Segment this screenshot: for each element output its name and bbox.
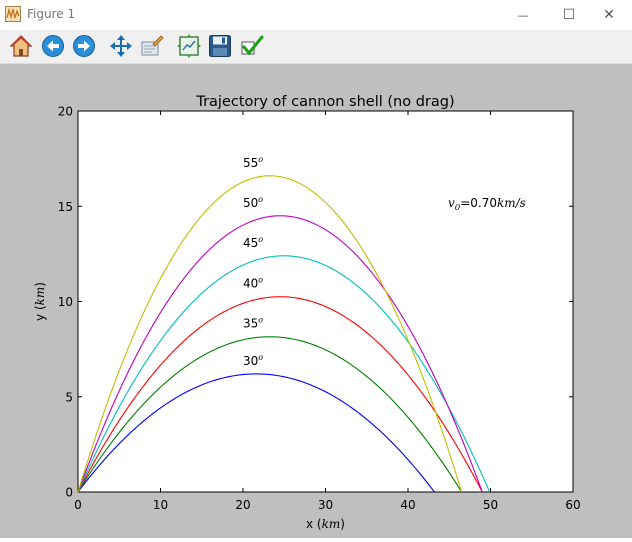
maximize-button[interactable]: ☐: [546, 0, 592, 30]
y-axis-label-text: y (: [33, 305, 47, 321]
minimize-icon: —: [517, 8, 529, 22]
velocity-annotation-eq: =0.70: [460, 196, 497, 210]
close-icon: ✕: [603, 7, 615, 23]
x-tick-label: 20: [235, 498, 250, 512]
subplots-configure-icon: [177, 34, 201, 58]
angle-label-45: 45o: [243, 235, 263, 250]
axes-background: [77, 110, 574, 493]
window-title: Figure 1: [27, 7, 76, 21]
angle-label-55: 55o: [243, 155, 263, 170]
pan-move-icon: [110, 35, 132, 57]
x-tick-label: 0: [74, 498, 82, 512]
velocity-annotation-sub: 0: [455, 203, 461, 213]
x-axis-label-close: ): [340, 517, 345, 531]
home-button[interactable]: [9, 34, 33, 58]
minimize-button[interactable]: —: [500, 0, 546, 30]
y-tick-label: 0: [65, 486, 73, 500]
matplotlib-app-icon: [5, 6, 21, 22]
back-arrow-icon: [42, 35, 64, 57]
velocity-annotation-unit: km/s: [497, 196, 526, 210]
y-tick-label: 15: [58, 200, 73, 214]
close-button[interactable]: ✕: [586, 0, 632, 30]
figure-canvas[interactable]: Trajectory of cannon shell (no drag) 0 10…: [0, 64, 632, 538]
back-button[interactable]: [41, 34, 65, 58]
trajectory-55-deg: [77, 175, 463, 493]
angle-label-50: 50o: [243, 195, 263, 210]
x-axis-label: x (km): [306, 517, 345, 531]
trajectory-40-deg: [77, 296, 483, 493]
forward-button[interactable]: [72, 34, 96, 58]
edit-checkmark-icon: [241, 35, 264, 56]
trajectory-plot[interactable]: Trajectory of cannon shell (no drag) 0 10…: [0, 64, 632, 538]
zoom-rectangle-icon: [141, 35, 164, 56]
trajectory-30-deg: [77, 373, 435, 493]
y-tick-label: 10: [58, 295, 73, 309]
x-tick-label: 60: [565, 498, 580, 512]
edit-axes-button[interactable]: [240, 34, 264, 58]
y-axis-label-close: ): [33, 282, 47, 287]
window-bottom-edge: [0, 538, 632, 542]
save-floppy-icon: [209, 35, 231, 57]
forward-arrow-icon: [73, 35, 95, 57]
velocity-annotation-var: v: [448, 196, 455, 210]
x-tick-label: 40: [400, 498, 415, 512]
angle-label-35: 35o: [243, 316, 263, 331]
angle-label-30: 30o: [243, 353, 263, 368]
x-tick-label: 30: [318, 498, 333, 512]
zoom-button[interactable]: [140, 34, 164, 58]
x-axis-label-text: x (: [306, 517, 322, 531]
y-tick-label: 5: [65, 390, 73, 404]
navigation-toolbar: [0, 30, 632, 64]
configure-subplots-button[interactable]: [177, 34, 201, 58]
y-tick-label: 20: [58, 105, 73, 119]
x-tick-label: 10: [153, 498, 168, 512]
y-axis-label-unit: km: [33, 287, 47, 306]
x-axis-label-unit: km: [322, 517, 341, 531]
velocity-annotation: v0=0.70km/s: [448, 196, 526, 213]
y-axis-label: y (km): [33, 282, 47, 321]
trajectory-50-deg: [77, 215, 483, 493]
pan-button[interactable]: [109, 34, 133, 58]
window-titlebar: Figure 1 — ☐ ✕: [0, 0, 632, 30]
maximize-icon: ☐: [562, 7, 576, 23]
trajectory-35-deg: [77, 336, 463, 493]
trajectory-45-deg: [77, 255, 491, 493]
x-tick-label: 50: [483, 498, 498, 512]
chart-title: Trajectory of cannon shell (no drag): [195, 94, 454, 110]
angle-label-40: 40o: [243, 276, 263, 291]
home-icon: [9, 35, 33, 57]
save-button[interactable]: [208, 34, 232, 58]
